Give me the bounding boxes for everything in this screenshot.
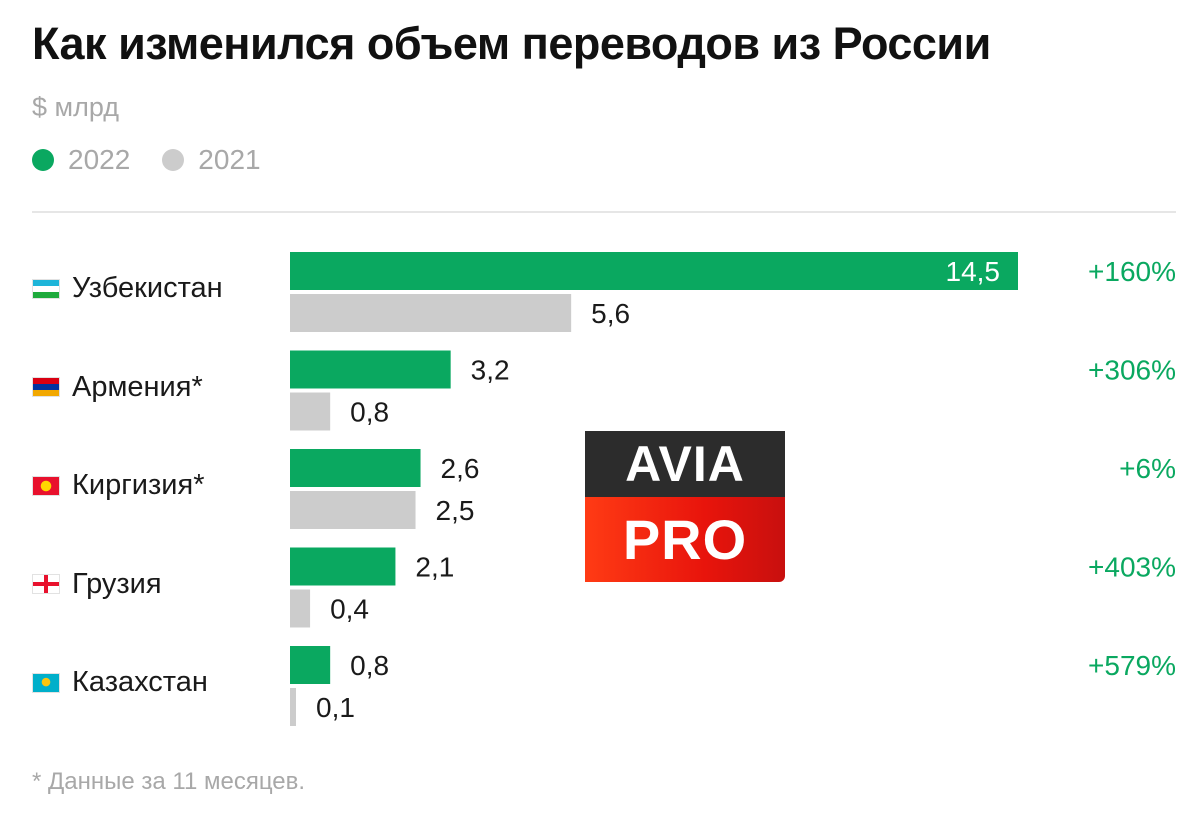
category-text-армения: Армения* [72,370,203,403]
category-label-армения: Армения* [32,371,203,404]
change-label-грузия: +403% [1088,552,1176,583]
value-label-2021-армения: 0,8 [350,397,389,428]
change-label-казахстан: +579% [1088,650,1176,681]
footnote: * Данные за 11 месяцев. [32,768,306,795]
avia-pro-watermark-logo: AVIA PRO [585,431,785,582]
value-label-2021-казахстан: 0,1 [316,692,355,723]
flag-kz-icon [32,672,60,693]
bar-2021-узбекистан [290,294,572,332]
legend-item-2022: 2022 [32,144,130,176]
category-text-киргизия: Киргизия* [72,469,205,501]
category-label-грузия: Грузия [32,568,162,601]
category-label-казахстан: Казахстан [32,666,208,699]
category-label-узбекистан: Узбекистан [32,272,223,305]
value-label-2022-казахстан: 0,8 [350,650,389,681]
bar-2021-казахстан [290,688,296,726]
bar-2022-грузия [290,547,396,586]
unit-label: $ млрд [32,92,119,122]
change-label-киргизия: +6% [1119,453,1176,484]
header-divider [32,211,1176,213]
watermark-bottom: PRO [585,497,785,582]
value-label-2021-киргизия: 2,5 [436,495,475,526]
bar-2022-узбекистан [290,252,1018,290]
category-label-киргизия: Киргизия* [32,469,204,502]
bar-2021-грузия [290,589,311,628]
bar-2022-армения [290,350,451,389]
value-label-2022-узбекистан: 14,5 [946,256,1001,287]
value-label-2022-киргизия: 2,6 [441,453,480,484]
category-text-грузия: Грузия [72,567,162,600]
chart-title: Как изменился объем переводов из России [32,18,991,69]
legend-dot-2021 [162,149,185,171]
bar-2022-казахстан [290,646,331,684]
change-label-узбекистан: +160% [1088,256,1176,287]
watermark-top: AVIA [585,431,785,497]
flag-kg-icon [32,475,60,496]
value-label-2022-армения: 3,2 [471,355,510,386]
value-label-2022-грузия: 2,1 [415,552,454,583]
bar-2022-киргизия [290,449,421,487]
bar-2021-армения [290,392,331,431]
value-label-2021-узбекистан: 5,6 [591,298,630,329]
category-text-казахстан: Казахстан [72,666,208,698]
value-label-2021-грузия: 0,4 [330,594,369,625]
legend: 2022 2021 [32,142,293,178]
legend-label-2021: 2021 [198,144,261,175]
bar-2021-киргизия [290,491,416,529]
change-label-армения: +306% [1088,355,1176,386]
legend-item-2021: 2021 [162,144,261,176]
flag-ge-icon [32,574,60,594]
legend-dot-2022 [32,149,54,171]
category-text-узбекистан: Узбекистан [72,272,223,304]
flag-uz-icon [32,278,60,299]
legend-label-2022: 2022 [68,144,131,175]
flag-am-icon [32,377,60,397]
